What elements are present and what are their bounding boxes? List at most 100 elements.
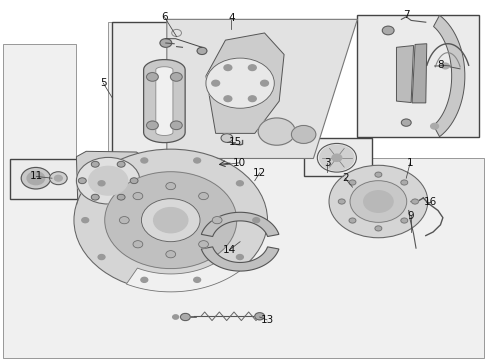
Circle shape	[253, 218, 260, 223]
Circle shape	[248, 65, 256, 71]
Circle shape	[375, 226, 382, 231]
Circle shape	[261, 80, 269, 86]
Polygon shape	[412, 44, 427, 103]
Circle shape	[89, 166, 128, 195]
Circle shape	[197, 47, 207, 54]
Circle shape	[375, 172, 382, 177]
Circle shape	[331, 166, 426, 237]
Circle shape	[171, 121, 182, 130]
Circle shape	[412, 199, 418, 204]
Circle shape	[198, 193, 208, 200]
Bar	[10, 159, 79, 199]
Text: 10: 10	[233, 158, 245, 168]
Circle shape	[332, 154, 342, 161]
Polygon shape	[396, 45, 414, 103]
Circle shape	[82, 218, 89, 223]
Polygon shape	[3, 22, 485, 357]
Circle shape	[237, 181, 244, 186]
Text: 8: 8	[437, 60, 444, 70]
Circle shape	[401, 180, 408, 185]
Text: 12: 12	[253, 168, 266, 178]
Circle shape	[130, 178, 138, 184]
Circle shape	[431, 123, 439, 129]
Circle shape	[350, 181, 407, 222]
Text: 16: 16	[424, 197, 437, 207]
Circle shape	[441, 63, 449, 69]
Circle shape	[160, 39, 172, 47]
Polygon shape	[206, 33, 284, 134]
Circle shape	[133, 241, 143, 248]
Polygon shape	[434, 15, 465, 137]
Polygon shape	[201, 247, 279, 271]
Bar	[112, 22, 220, 173]
Circle shape	[258, 118, 295, 145]
Circle shape	[142, 199, 200, 242]
Circle shape	[212, 80, 220, 86]
Text: 15: 15	[229, 138, 242, 147]
Text: 3: 3	[324, 158, 330, 168]
Circle shape	[78, 178, 86, 184]
Circle shape	[212, 217, 222, 224]
Text: 2: 2	[342, 173, 348, 183]
Circle shape	[349, 218, 356, 223]
Polygon shape	[201, 212, 279, 237]
Circle shape	[172, 315, 178, 319]
Circle shape	[91, 194, 99, 200]
Circle shape	[166, 251, 175, 258]
Polygon shape	[144, 60, 185, 143]
Circle shape	[154, 208, 188, 233]
Circle shape	[27, 172, 45, 185]
Circle shape	[117, 194, 125, 200]
Text: 5: 5	[100, 78, 107, 88]
Circle shape	[133, 193, 143, 200]
Text: 13: 13	[260, 315, 273, 325]
Circle shape	[338, 199, 345, 204]
Circle shape	[194, 158, 200, 163]
Circle shape	[224, 96, 232, 102]
Polygon shape	[76, 151, 143, 209]
Circle shape	[224, 65, 232, 71]
Circle shape	[221, 134, 233, 142]
Circle shape	[364, 191, 393, 212]
Bar	[304, 138, 372, 176]
Text: 7: 7	[403, 10, 410, 20]
Text: 1: 1	[407, 158, 414, 168]
Text: 4: 4	[228, 13, 235, 23]
Circle shape	[198, 241, 208, 248]
Text: 11: 11	[30, 171, 43, 181]
Circle shape	[349, 180, 356, 185]
Circle shape	[98, 181, 105, 186]
Text: 9: 9	[408, 211, 415, 221]
Polygon shape	[126, 258, 240, 292]
Circle shape	[255, 313, 265, 320]
Circle shape	[105, 172, 237, 269]
Circle shape	[147, 121, 158, 130]
Circle shape	[120, 217, 129, 224]
Circle shape	[248, 96, 256, 102]
Circle shape	[320, 145, 354, 170]
Polygon shape	[156, 67, 173, 135]
Circle shape	[91, 161, 99, 167]
Circle shape	[206, 58, 274, 108]
Circle shape	[54, 175, 62, 181]
Text: 14: 14	[223, 245, 236, 255]
Bar	[357, 15, 479, 137]
Circle shape	[147, 73, 158, 81]
Circle shape	[49, 172, 67, 185]
Circle shape	[117, 161, 125, 167]
Circle shape	[292, 126, 316, 143]
Circle shape	[382, 26, 394, 35]
Circle shape	[21, 167, 50, 189]
Circle shape	[401, 119, 411, 126]
Circle shape	[98, 255, 105, 260]
Circle shape	[141, 277, 147, 282]
Circle shape	[401, 218, 408, 223]
Circle shape	[194, 277, 200, 282]
Polygon shape	[167, 19, 357, 158]
Text: 6: 6	[161, 12, 168, 22]
Circle shape	[180, 314, 190, 320]
Circle shape	[141, 158, 147, 163]
Circle shape	[166, 183, 175, 190]
Circle shape	[76, 157, 140, 204]
Circle shape	[75, 150, 266, 290]
